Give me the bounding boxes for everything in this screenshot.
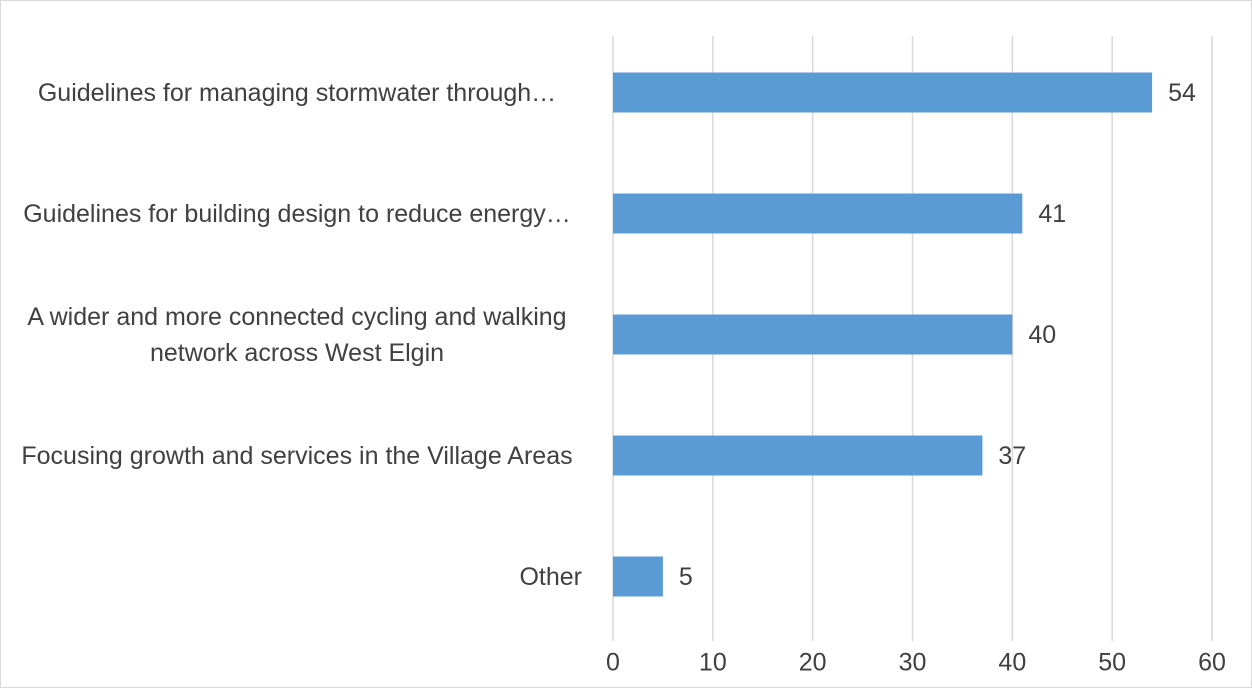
value-label: 5 — [679, 563, 693, 591]
bar — [613, 193, 1023, 234]
bar — [613, 556, 663, 597]
x-tick-label: 0 — [606, 649, 620, 677]
x-tick-label: 50 — [1098, 649, 1126, 677]
y-tick-label: A wider and more connected cycling and w… — [27, 302, 567, 367]
y-tick-label: Focusing growth and services in the Vill… — [21, 441, 573, 470]
x-tick-label: 10 — [699, 649, 727, 677]
value-label: 40 — [1028, 321, 1056, 349]
bar — [613, 72, 1153, 113]
y-tick-label: Guidelines for building design to reduce… — [23, 199, 571, 228]
bar — [613, 314, 1013, 355]
y-tick-label: Guidelines for managing stormwater throu… — [37, 78, 557, 107]
y-tick-label: Other — [519, 562, 582, 591]
bar — [613, 435, 983, 476]
x-tick-label: 20 — [799, 649, 827, 677]
value-label: 41 — [1038, 200, 1066, 228]
value-label: 54 — [1168, 79, 1196, 107]
x-tick-label: 40 — [998, 649, 1026, 677]
x-tick-label: 30 — [899, 649, 927, 677]
x-tick-label: 60 — [1198, 649, 1226, 677]
value-label: 37 — [998, 442, 1026, 470]
